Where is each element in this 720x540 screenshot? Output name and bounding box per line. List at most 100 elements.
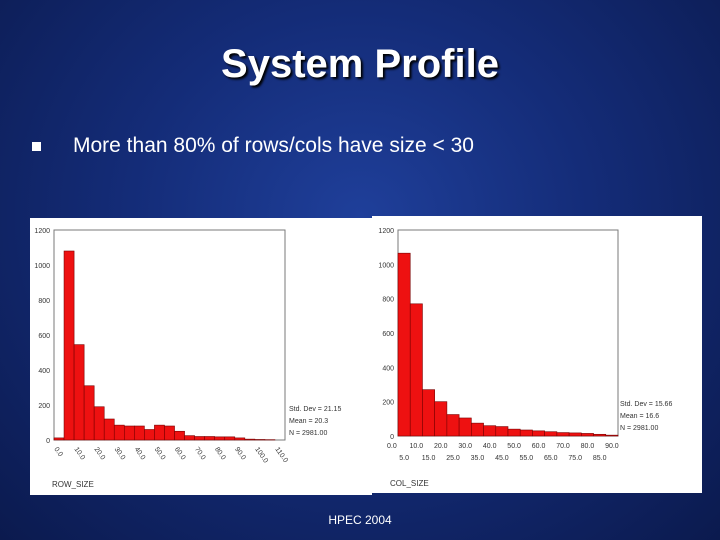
x-tick-label: 40.0	[133, 446, 147, 461]
y-tick-label: 800	[38, 298, 50, 305]
x-tick-label: 25.0	[446, 455, 460, 462]
y-tick-label: 600	[382, 331, 394, 338]
stats-label: Mean = 20.3	[289, 418, 328, 425]
y-tick-label: 600	[38, 333, 50, 340]
x-axis-label: ROW_SIZE	[52, 480, 94, 489]
histogram-bar	[507, 428, 521, 437]
x-tick-label: 80.0	[581, 443, 595, 450]
y-tick-label: 1000	[378, 262, 394, 269]
stats-label: Mean = 16.6	[620, 413, 659, 420]
y-tick-label: 1200	[34, 228, 50, 235]
x-tick-label: 65.0	[544, 455, 558, 462]
x-tick-label: 90.0	[605, 443, 619, 450]
y-tick-label: 200	[38, 403, 50, 410]
histogram-bar	[214, 436, 226, 441]
histogram-bar	[154, 424, 165, 441]
histogram-bar	[184, 435, 195, 441]
x-tick-label: 20.0	[434, 443, 448, 450]
x-tick-label: 10.0	[72, 446, 86, 461]
x-tick-label: 45.0	[495, 455, 509, 462]
histogram-bar	[605, 434, 619, 437]
histogram-bar	[124, 425, 135, 441]
y-tick-label: 200	[382, 400, 394, 407]
x-axis-label: COL_SIZE	[390, 479, 429, 488]
square-bullet-icon	[32, 141, 41, 151]
histogram-bar	[204, 436, 215, 441]
histogram-bar	[544, 431, 558, 437]
x-tick-label: 75.0	[568, 455, 582, 462]
y-tick-label: 800	[382, 297, 394, 304]
stats-label: Std. Dev = 15.66	[620, 401, 672, 408]
histogram-bar	[556, 432, 570, 437]
x-tick-label: 80.0	[213, 446, 227, 461]
x-tick-label: 100.0	[253, 446, 269, 464]
y-tick-label: 1000	[34, 263, 50, 270]
histogram-bar	[224, 436, 236, 441]
histogram-bar	[93, 406, 105, 441]
histogram-bar	[495, 426, 509, 437]
histogram-bar	[397, 252, 411, 437]
footer-text: HPEC 2004	[328, 513, 392, 527]
histogram-bar	[581, 433, 594, 437]
histogram-bar	[83, 385, 95, 441]
x-tick-label: 70.0	[193, 446, 207, 461]
y-tick-label: 0	[46, 438, 50, 445]
x-tick-label: 30.0	[458, 443, 472, 450]
stats-label: N = 2981.00	[620, 425, 658, 432]
x-tick-label: 0.0	[387, 443, 397, 450]
histogram-bar	[174, 430, 185, 441]
slide-title: System Profile	[221, 42, 499, 86]
x-tick-label: 60.0	[532, 443, 546, 450]
histogram-bar	[73, 344, 85, 441]
x-tick-label: 30.0	[113, 446, 127, 461]
bullet-item: More than 80% of rows/cols have size < 3…	[32, 134, 474, 158]
histogram-bar	[234, 437, 246, 441]
histogram-bar	[244, 438, 256, 441]
x-tick-label: 60.0	[173, 446, 187, 461]
histogram-bar	[113, 424, 125, 441]
histogram-bar	[532, 430, 545, 437]
histogram-bar	[164, 425, 175, 441]
y-tick-label: 1200	[378, 228, 394, 235]
histogram-bar	[519, 429, 533, 437]
histogram-bar	[483, 425, 497, 437]
y-tick-label: 400	[38, 368, 50, 375]
histogram-bar	[568, 432, 582, 437]
row-size-histogram: 1200 1000 800 600 400 200 0 Std. Dev = 21.15 Mea…	[34, 228, 341, 489]
x-tick-label: 50.0	[507, 443, 521, 450]
x-tick-label: 50.0	[153, 446, 167, 461]
x-tick-label: 0.0	[52, 446, 63, 458]
x-tick-label: 90.0	[233, 446, 247, 461]
histogram-bar	[63, 250, 75, 441]
histogram-bar	[458, 417, 472, 437]
x-tick-label: 70.0	[556, 443, 570, 450]
histogram-bar	[471, 422, 484, 437]
row-size-histogram-panel: 1200 1000 800 600 400 200 0 Std. Dev = 21.15 Mea…	[30, 218, 372, 495]
histogram-bar	[194, 436, 205, 441]
histogram-bar	[144, 429, 155, 441]
bullet-text: More than 80% of rows/cols have size < 3…	[73, 134, 474, 157]
x-tick-label: 20.0	[93, 446, 107, 461]
x-tick-label: 110.0	[273, 446, 289, 464]
histogram-bar	[409, 303, 423, 437]
histogram-bar	[134, 425, 145, 441]
col-size-histogram: 1200 1000 800 600 400 200 0 Std. Dev = 15.66 Mea…	[378, 228, 672, 488]
x-tick-label: 5.0	[399, 455, 409, 462]
y-tick-label: 400	[382, 365, 394, 372]
histogram-bar	[254, 439, 266, 441]
y-tick-label: 0	[390, 434, 394, 441]
x-tick-label: 15.0	[422, 455, 436, 462]
histogram-bar	[103, 418, 115, 441]
x-tick-label: 35.0	[471, 455, 485, 462]
histogram-bar	[422, 389, 435, 437]
col-size-histogram-panel: 1200 1000 800 600 400 200 0 Std. Dev = 15.66 Mea…	[372, 216, 702, 493]
stats-label: N = 2981.00	[289, 430, 327, 437]
x-tick-label: 40.0	[483, 443, 497, 450]
histogram-bar	[446, 414, 460, 437]
histogram-bar	[434, 401, 448, 437]
histogram-bar	[53, 437, 65, 441]
x-tick-label: 10.0	[410, 443, 424, 450]
histogram-bar	[593, 433, 607, 437]
x-tick-label: 85.0	[593, 455, 607, 462]
stats-label: Std. Dev = 21.15	[289, 406, 341, 413]
